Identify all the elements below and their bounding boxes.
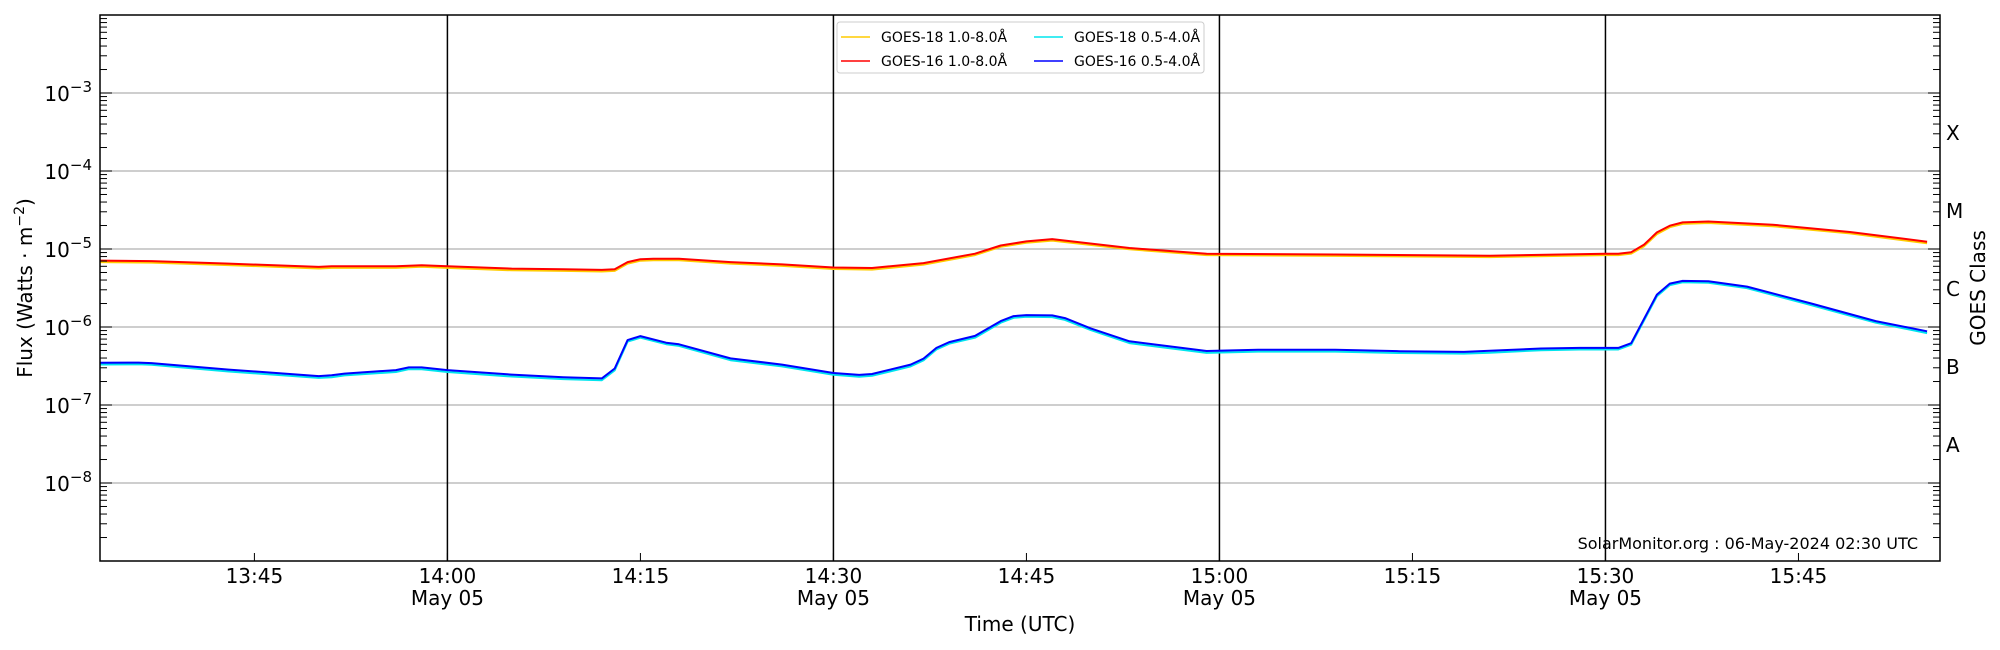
x-tick-label: 15:00 xyxy=(1191,564,1249,588)
y-tick-label: 10−5 xyxy=(44,234,92,262)
day-marker-lines xyxy=(446,15,1607,561)
goes-class-label-c: C xyxy=(1946,277,1960,301)
axis-ticks xyxy=(100,18,1940,562)
goes-class-label-a: A xyxy=(1946,433,1960,457)
legend-box xyxy=(836,21,1205,74)
y-tick-label: 10−8 xyxy=(44,468,92,496)
gridlines xyxy=(100,92,1940,484)
legend: GOES-18 1.0-8.0Å GOES-18 0.5-4.0Å GOES-16 … xyxy=(836,21,1205,74)
legend-label: GOES-18 0.5-4.0Å xyxy=(1074,29,1200,46)
x-tick-date-label: May 05 xyxy=(411,586,484,610)
legend-label: GOES-18 1.0-8.0Å xyxy=(881,29,1007,46)
x-tick-label: 15:45 xyxy=(1770,564,1828,588)
goes-class-label-m: M xyxy=(1946,199,1963,223)
x-tick-label: 15:30 xyxy=(1577,564,1635,588)
series-lines xyxy=(99,220,1928,382)
y-tick-label: 10−6 xyxy=(44,312,92,340)
x-tick-label: 15:15 xyxy=(1384,564,1442,588)
x-tick-label: 14:30 xyxy=(805,564,863,588)
x-tick-date-label: May 05 xyxy=(1183,586,1256,610)
x-tick-label: 14:15 xyxy=(612,564,670,588)
legend-label: GOES-16 0.5-4.0Å xyxy=(1074,53,1200,70)
source-annotation: SolarMonitor.org : 06-May-2024 02:30 UTC xyxy=(1578,534,1918,553)
y-tick-label: 10−7 xyxy=(44,390,92,418)
goes-class-label-x: X xyxy=(1946,121,1960,145)
plot-frame xyxy=(99,14,1941,562)
x-tick-date-label: May 05 xyxy=(1569,586,1642,610)
x-tick-label: 13:45 xyxy=(226,564,284,588)
y-tick-label: 10−4 xyxy=(44,156,92,184)
right-axis-title: GOES Class xyxy=(1966,230,1990,346)
goes-class-label-b: B xyxy=(1946,355,1960,379)
x-tick-label: 14:00 xyxy=(419,564,477,588)
series-line-goes-18-0-5-4-0- xyxy=(99,281,1928,382)
series-line-goes-18-1-0-8-0- xyxy=(99,222,1928,273)
y-axis-title: Flux (Watts · m−2) xyxy=(12,198,37,378)
y-tick-label: 10−3 xyxy=(44,78,92,106)
goes-class-labels: X M C B A xyxy=(1946,121,1963,457)
x-axis-title: Time (UTC) xyxy=(964,612,1076,636)
series-line-goes-16-0-5-4-0- xyxy=(99,279,1928,380)
legend-label: GOES-16 1.0-8.0Å xyxy=(881,53,1007,70)
y-tick-labels: 10−3 10−4 10−5 10−6 10−7 10−8 xyxy=(44,78,92,496)
x-tick-date-label: May 05 xyxy=(797,586,870,610)
x-tick-label: 14:45 xyxy=(998,564,1056,588)
series-line-goes-16-1-0-8-0- xyxy=(99,220,1928,271)
